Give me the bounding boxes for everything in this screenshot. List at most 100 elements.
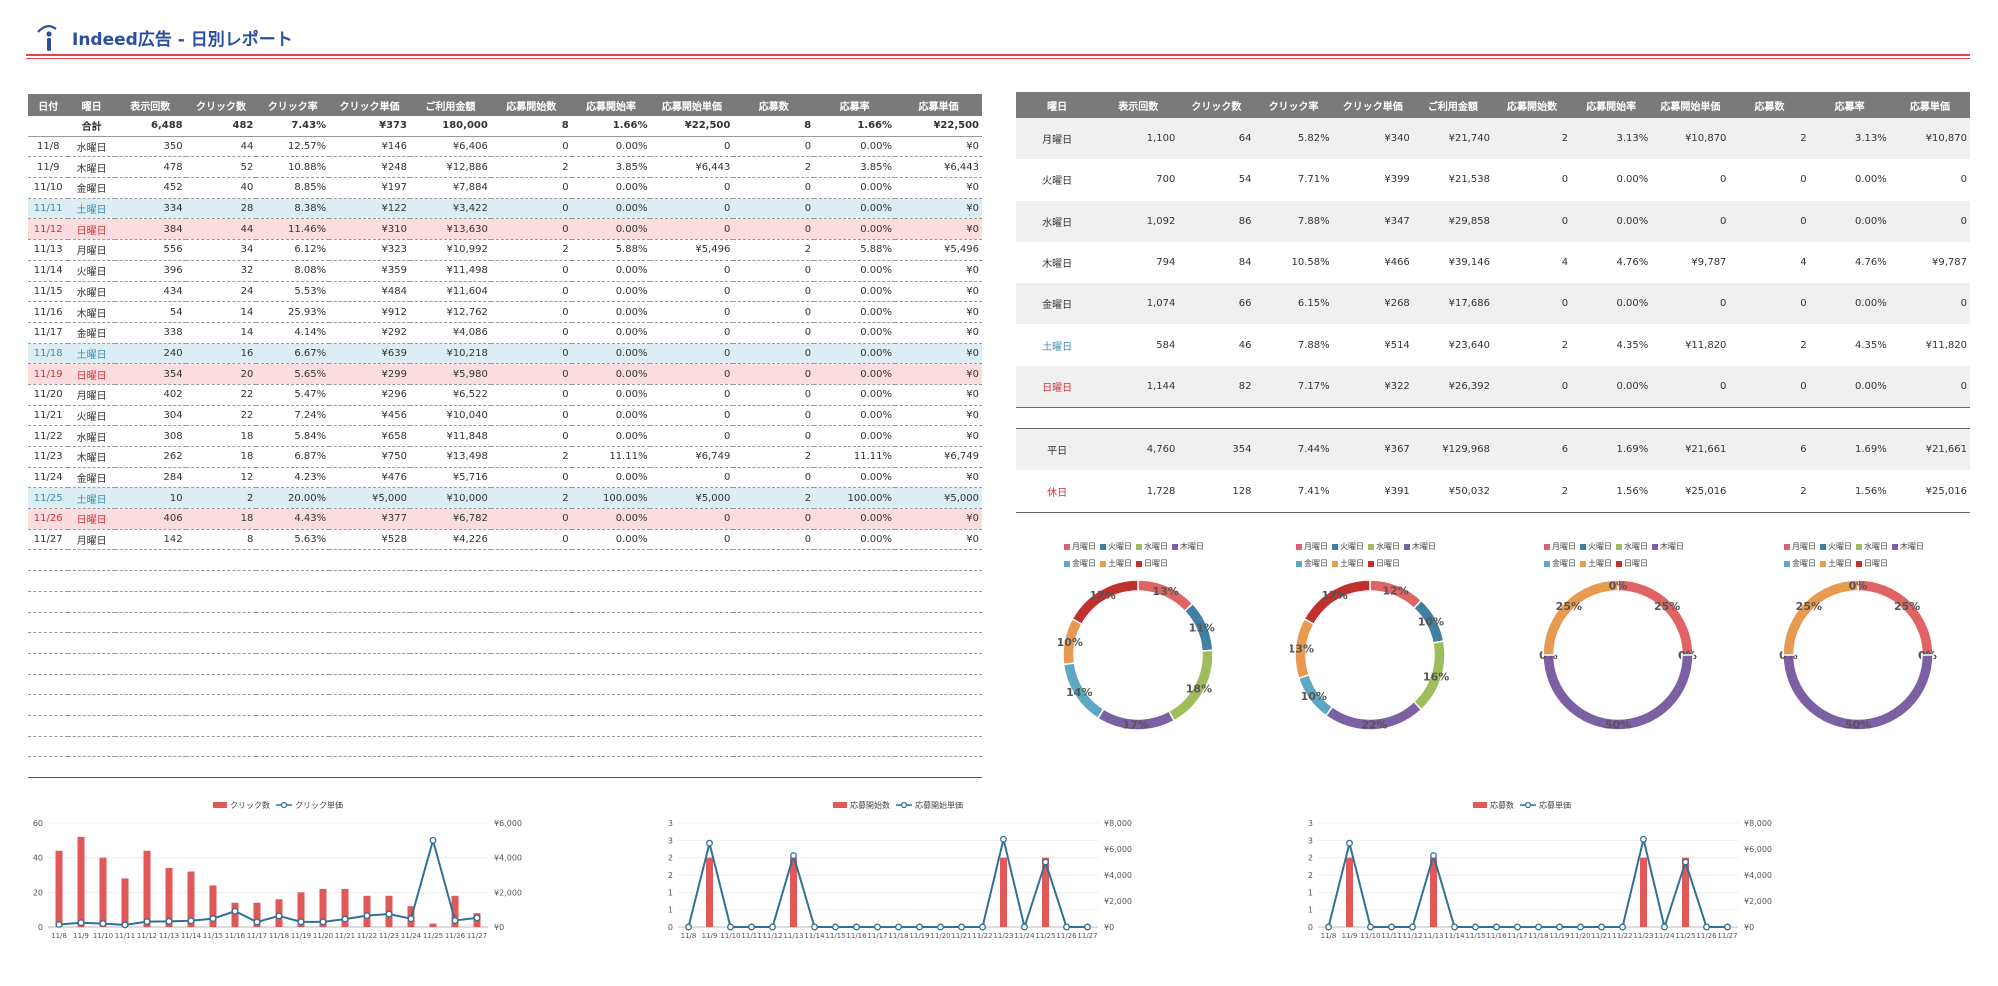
slice-label: 50% [1605, 719, 1631, 732]
line-point [1409, 923, 1416, 931]
empty-cell [329, 570, 410, 592]
empty-cell [28, 632, 69, 654]
table-cell: 11/13 [28, 239, 69, 261]
bar [1682, 857, 1689, 927]
legend-swatch [1892, 543, 1898, 550]
table-cell: 2 [1729, 118, 1810, 160]
legend-item: 金曜日 [1544, 559, 1576, 568]
table-cell: 2 [733, 239, 815, 261]
legend-swatch [1136, 543, 1142, 550]
x-tick-label: 11/14 [804, 932, 825, 940]
line-point [1703, 923, 1710, 931]
empty-cell [68, 756, 115, 778]
empty-cell [650, 674, 734, 696]
slice-label: 50% [1845, 719, 1871, 732]
line-point [451, 917, 459, 924]
empty-cell [329, 591, 410, 613]
legend-label: 日曜日 [1864, 559, 1888, 568]
bar [1346, 857, 1353, 927]
x-tick-label: 11/18 [888, 932, 908, 940]
legend-item: 月曜日 [1544, 542, 1576, 551]
x-tick-label: 11/18 [1528, 932, 1548, 940]
donut-legend: 月曜日 火曜日 水曜日 木曜日 金曜日 土曜日 日曜日 [1064, 538, 1214, 572]
table-cell: ¥11,498 [409, 260, 491, 282]
y-tick-label: 3 [1308, 819, 1313, 828]
table-cell: ¥197 [329, 177, 410, 199]
line-point [1640, 835, 1647, 843]
table-cell: ¥13,498 [409, 446, 491, 468]
table-cell: 0 [650, 218, 734, 241]
spacer-row [1016, 407, 1970, 430]
table-cell: 284 [114, 467, 186, 489]
x-tick-label: 11/14 [1444, 932, 1465, 940]
slice-label: 25% [1556, 600, 1582, 613]
column-header: 表示回数 [1098, 92, 1179, 118]
table-cell: 日曜日 [68, 363, 115, 385]
donut-chart: 25%0%0%50%0%25%0% [1539, 579, 1697, 732]
x-tick-label: 11/25 [1035, 932, 1055, 940]
empty-cell [409, 612, 491, 634]
slice-label: 13% [1290, 642, 1314, 655]
table-cell: 44 [185, 136, 257, 158]
line-point [1000, 835, 1007, 843]
table-cell: 354 [1178, 428, 1255, 471]
empty-cell [68, 591, 115, 613]
empty-cell [28, 612, 69, 634]
table-cell: 5.47% [256, 384, 330, 406]
table-cell: 0 [733, 136, 815, 158]
x-tick-label: 11/10 [93, 932, 113, 940]
table-cell: 火曜日 [68, 260, 115, 282]
total-cell: ¥373 [329, 116, 410, 137]
table-cell: 7.88% [1297, 339, 1330, 351]
line-point [874, 923, 881, 931]
slice-label: 25% [1654, 600, 1680, 613]
line-point [231, 907, 239, 915]
y-tick-label: 1 [1308, 888, 1313, 897]
table-cell: 46 [1238, 339, 1252, 351]
line-series [687, 839, 1088, 931]
legend-item: 金曜日 [1784, 559, 1816, 568]
table-cell: 2 [490, 446, 572, 468]
empty-cell [114, 653, 186, 675]
empty-cell [256, 653, 330, 675]
legend-swatch [1136, 560, 1142, 567]
table-row: 11/20 月曜日 402 22 5.47% ¥296 ¥6,522 0 0.00% 0 0 0.00… [28, 384, 982, 406]
empty-cell [114, 674, 186, 696]
empty-cell [490, 632, 572, 654]
legend-label: 月曜日 [1304, 542, 1328, 551]
table-cell: 54 [1238, 174, 1252, 186]
table-cell: 11/19 [28, 363, 69, 385]
total-row: 合計 6,488 482 7.43% ¥373 180,000 8 1.66% ¥22,500 8… [28, 116, 982, 137]
empty-cell [650, 736, 734, 758]
legend-item: 月曜日 [1784, 542, 1816, 551]
table-cell: ¥268 [1332, 283, 1413, 325]
table-cell: 1,728 [1098, 470, 1179, 513]
empty-cell [68, 715, 115, 737]
table-cell: ¥9,787 [1691, 257, 1727, 269]
y-tick-label: 20 [33, 888, 43, 897]
table-cell: ¥25,016 [1651, 470, 1730, 513]
empty-cell [571, 736, 651, 758]
table-cell: 6.87% [256, 446, 330, 468]
empty-cell [895, 694, 982, 716]
empty-cell [68, 570, 115, 592]
empty-cell [68, 674, 115, 696]
x-tick-label: 11/20 [313, 932, 333, 940]
table-cell: 0 [733, 405, 815, 427]
x-tick-label: 11/11 [115, 932, 135, 940]
empty-cell [490, 570, 572, 592]
x-tick-label: 11/8 [1321, 932, 1337, 940]
empty-row [28, 653, 982, 675]
table-cell: 0.00% [814, 301, 896, 323]
table-cell: 0 [733, 198, 815, 220]
x-tick-label: 11/17 [1507, 932, 1527, 940]
empty-cell [733, 736, 815, 758]
line-point [385, 910, 393, 918]
bar [341, 888, 349, 927]
empty-cell [329, 736, 410, 758]
table-cell: 556 [114, 239, 186, 261]
table-cell: 84 [1238, 257, 1252, 269]
empty-cell [650, 612, 734, 634]
table-cell: 5.63% [256, 529, 330, 551]
empty-cell [256, 715, 330, 737]
